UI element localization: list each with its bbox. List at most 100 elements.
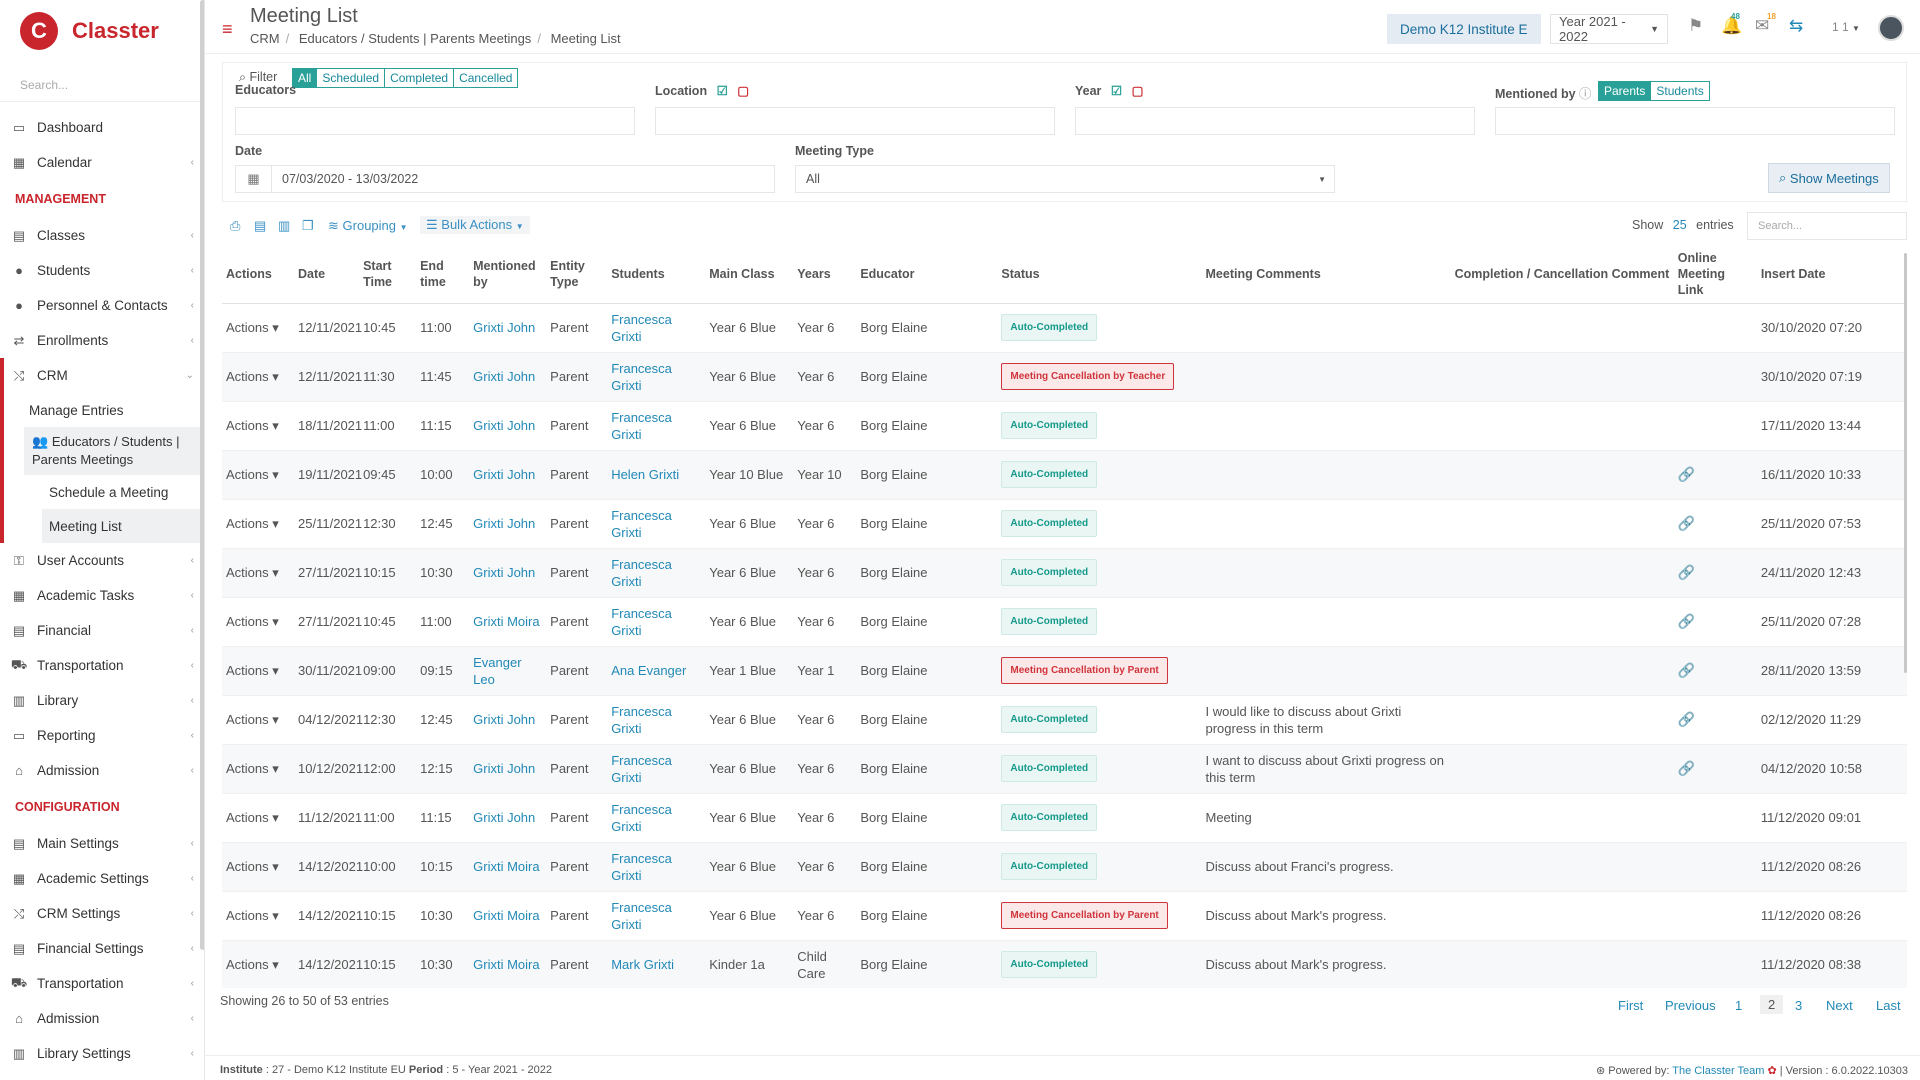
sidebar-item-main-settings[interactable]: ▤ Main Settings ‹ xyxy=(0,826,204,861)
sidebar-item-meetings[interactable]: 👥 Educators / Students | Parents Meeting… xyxy=(24,427,200,475)
clear-icon[interactable]: ▢ xyxy=(1131,84,1144,98)
link-icon[interactable]: 🔗 xyxy=(1677,760,1696,776)
mentioned-by-students[interactable]: Students xyxy=(1651,82,1709,100)
tab-scheduled[interactable]: Scheduled xyxy=(317,69,386,87)
mentioned-by-parents[interactable]: Parents xyxy=(1599,82,1652,100)
sidebar-item-enrollments[interactable]: ⇄ Enrollments ‹ xyxy=(0,323,204,358)
column-header[interactable]: Years xyxy=(793,245,857,304)
institute-selector[interactable]: Demo K12 Institute E xyxy=(1387,14,1541,44)
link-icon[interactable]: 🔗 xyxy=(1677,711,1696,727)
sidebar-item-calendar[interactable]: ▦ Calendar ‹ xyxy=(0,145,204,180)
row-actions-dropdown[interactable]: Actions ▾ xyxy=(226,859,279,874)
classter-team-link[interactable]: The Classter Team xyxy=(1672,1065,1765,1077)
column-header[interactable]: Completion / Cancellation Comment xyxy=(1450,245,1674,304)
pagination-first[interactable]: First xyxy=(1618,998,1644,1013)
row-actions-dropdown[interactable]: Actions ▾ xyxy=(226,810,279,825)
column-header[interactable]: Insert Date xyxy=(1756,245,1907,304)
column-header[interactable]: Main Class xyxy=(705,245,794,304)
sidebar-item-admission-settings[interactable]: ⌂ Admission ‹ xyxy=(0,1001,204,1036)
bell-icon[interactable]: 🔔 xyxy=(1721,16,1743,35)
mentioned-by-link[interactable]: Grixti John xyxy=(473,565,536,580)
avatar[interactable] xyxy=(1878,15,1904,41)
student-link[interactable]: Francesca Grixti xyxy=(611,752,672,785)
row-actions-dropdown[interactable]: Actions ▾ xyxy=(226,369,279,384)
sidebar-scrollbar[interactable] xyxy=(200,0,204,950)
row-actions-dropdown[interactable]: Actions ▾ xyxy=(226,614,279,629)
bulk-actions-button[interactable]: ☰ Bulk Actions ▼ xyxy=(420,216,530,234)
sidebar-item-crm-settings[interactable]: ⤭ CRM Settings ‹ xyxy=(0,896,204,931)
sidebar-item-meeting-list[interactable]: Meeting List xyxy=(42,509,200,543)
sync-icon[interactable]: ⇆ xyxy=(1789,16,1804,35)
page-length-select[interactable]: 25 xyxy=(1672,218,1687,232)
link-icon[interactable]: 🔗 xyxy=(1677,515,1696,531)
mentioned-by-link[interactable]: Grixti John xyxy=(473,712,536,727)
row-actions-dropdown[interactable]: Actions ▾ xyxy=(226,320,279,335)
column-header[interactable]: Actions xyxy=(222,245,295,304)
column-header[interactable]: Entity Type xyxy=(546,245,608,304)
student-link[interactable]: Francesca Grixti xyxy=(611,850,672,883)
mentioned-by-link[interactable]: Grixti John xyxy=(473,810,536,825)
student-link[interactable]: Francesca Grixti xyxy=(611,507,672,540)
link-icon[interactable]: 🔗 xyxy=(1677,613,1696,629)
flag-icon[interactable]: ⚑ xyxy=(1688,16,1704,35)
link-icon[interactable]: 🔗 xyxy=(1677,466,1696,482)
mentioned-by-link[interactable]: Evanger Leo xyxy=(473,654,522,687)
link-icon[interactable]: 🔗 xyxy=(1677,564,1696,580)
hamburger-menu-icon[interactable]: ≡ xyxy=(222,19,233,39)
column-header[interactable]: Mentioned by xyxy=(469,245,547,304)
student-link[interactable]: Francesca Grixti xyxy=(611,556,672,589)
sidebar-item-crm[interactable]: ⤭ CRM ⌄ xyxy=(4,358,204,393)
row-actions-dropdown[interactable]: Actions ▾ xyxy=(226,712,279,727)
row-actions-dropdown[interactable]: Actions ▾ xyxy=(226,957,279,972)
student-link[interactable]: Francesca Grixti xyxy=(611,899,672,932)
mentioned-by-link[interactable]: Grixti Moira xyxy=(473,859,540,874)
mentioned-by-link[interactable]: Grixti John xyxy=(473,320,536,335)
pagination-page-2[interactable]: 2 xyxy=(1760,995,1784,1014)
date-range-input[interactable]: ▦ 07/03/2020 - 13/03/2022 xyxy=(235,165,775,193)
column-header[interactable]: Status xyxy=(997,245,1202,304)
sidebar-item-academic-tasks[interactable]: ▦ Academic Tasks ‹ xyxy=(0,578,204,613)
row-actions-dropdown[interactable]: Actions ▾ xyxy=(226,516,279,531)
select-all-icon[interactable]: ☑ xyxy=(1110,84,1123,98)
table-scrollbar[interactable] xyxy=(1904,253,1907,673)
row-actions-dropdown[interactable]: Actions ▾ xyxy=(226,663,279,678)
column-header[interactable]: Students xyxy=(607,245,706,304)
grouping-button[interactable]: ≋ Grouping ▼ xyxy=(328,218,408,234)
mentioned-by-link[interactable]: Grixti Moira xyxy=(473,614,540,629)
row-actions-dropdown[interactable]: Actions ▾ xyxy=(226,418,279,433)
sidebar-item-financial-settings[interactable]: ▤ Financial Settings ‹ xyxy=(0,931,204,966)
column-header[interactable]: Start Time xyxy=(359,245,417,304)
tab-completed[interactable]: Completed xyxy=(385,69,455,87)
student-link[interactable]: Francesca Grixti xyxy=(611,703,672,736)
student-link[interactable]: Francesca Grixti xyxy=(611,605,672,638)
mentioned-by-link[interactable]: Grixti John xyxy=(473,467,536,482)
mentioned-by-link[interactable]: Grixti Moira xyxy=(473,957,540,972)
column-header[interactable]: Meeting Comments xyxy=(1201,245,1451,304)
pagination-previous[interactable]: Previous xyxy=(1665,998,1716,1013)
show-meetings-button[interactable]: ⌕ Show Meetings xyxy=(1768,163,1890,193)
column-header[interactable]: Educator xyxy=(856,245,998,304)
column-header[interactable]: Online Meeting Link xyxy=(1673,245,1757,304)
pagination-page-3[interactable]: 3 xyxy=(1795,998,1803,1013)
sidebar-item-schedule-meeting[interactable]: Schedule a Meeting xyxy=(49,484,169,500)
student-link[interactable]: Helen Grixti xyxy=(611,467,680,482)
sidebar-item-library[interactable]: ▥ Library ‹ xyxy=(0,683,204,718)
sidebar-item-reporting[interactable]: ▭ Reporting ‹ xyxy=(0,718,204,753)
mentioned-by-link[interactable]: Grixti John xyxy=(473,369,536,384)
row-actions-dropdown[interactable]: Actions ▾ xyxy=(226,565,279,580)
mentioned-by-link[interactable]: Grixti John xyxy=(473,761,536,776)
sidebar-item-dashboard[interactable]: ▭ Dashboard xyxy=(0,110,204,145)
student-link[interactable]: Francesca Grixti xyxy=(611,409,672,442)
select-all-icon[interactable]: ☑ xyxy=(716,84,728,98)
print-icon[interactable]: ⎙ xyxy=(230,218,241,233)
sidebar-item-user-accounts[interactable]: ⚿ User Accounts ‹ xyxy=(0,543,204,578)
link-icon[interactable]: 🔗 xyxy=(1677,662,1696,678)
sidebar-item-transportation-settings[interactable]: ⛟ Transportation ‹ xyxy=(0,966,204,1001)
student-link[interactable]: Francesca Grixti xyxy=(611,360,672,393)
export-excel-icon[interactable]: ▥ xyxy=(278,218,291,233)
column-header[interactable]: Date xyxy=(294,245,360,304)
year-input[interactable] xyxy=(1075,107,1475,135)
student-link[interactable]: Francesca Grixti xyxy=(611,801,672,834)
sidebar-item-academic-settings[interactable]: ▦ Academic Settings ‹ xyxy=(0,861,204,896)
sidebar-item-transportation[interactable]: ⛟ Transportation ‹ xyxy=(0,648,204,683)
